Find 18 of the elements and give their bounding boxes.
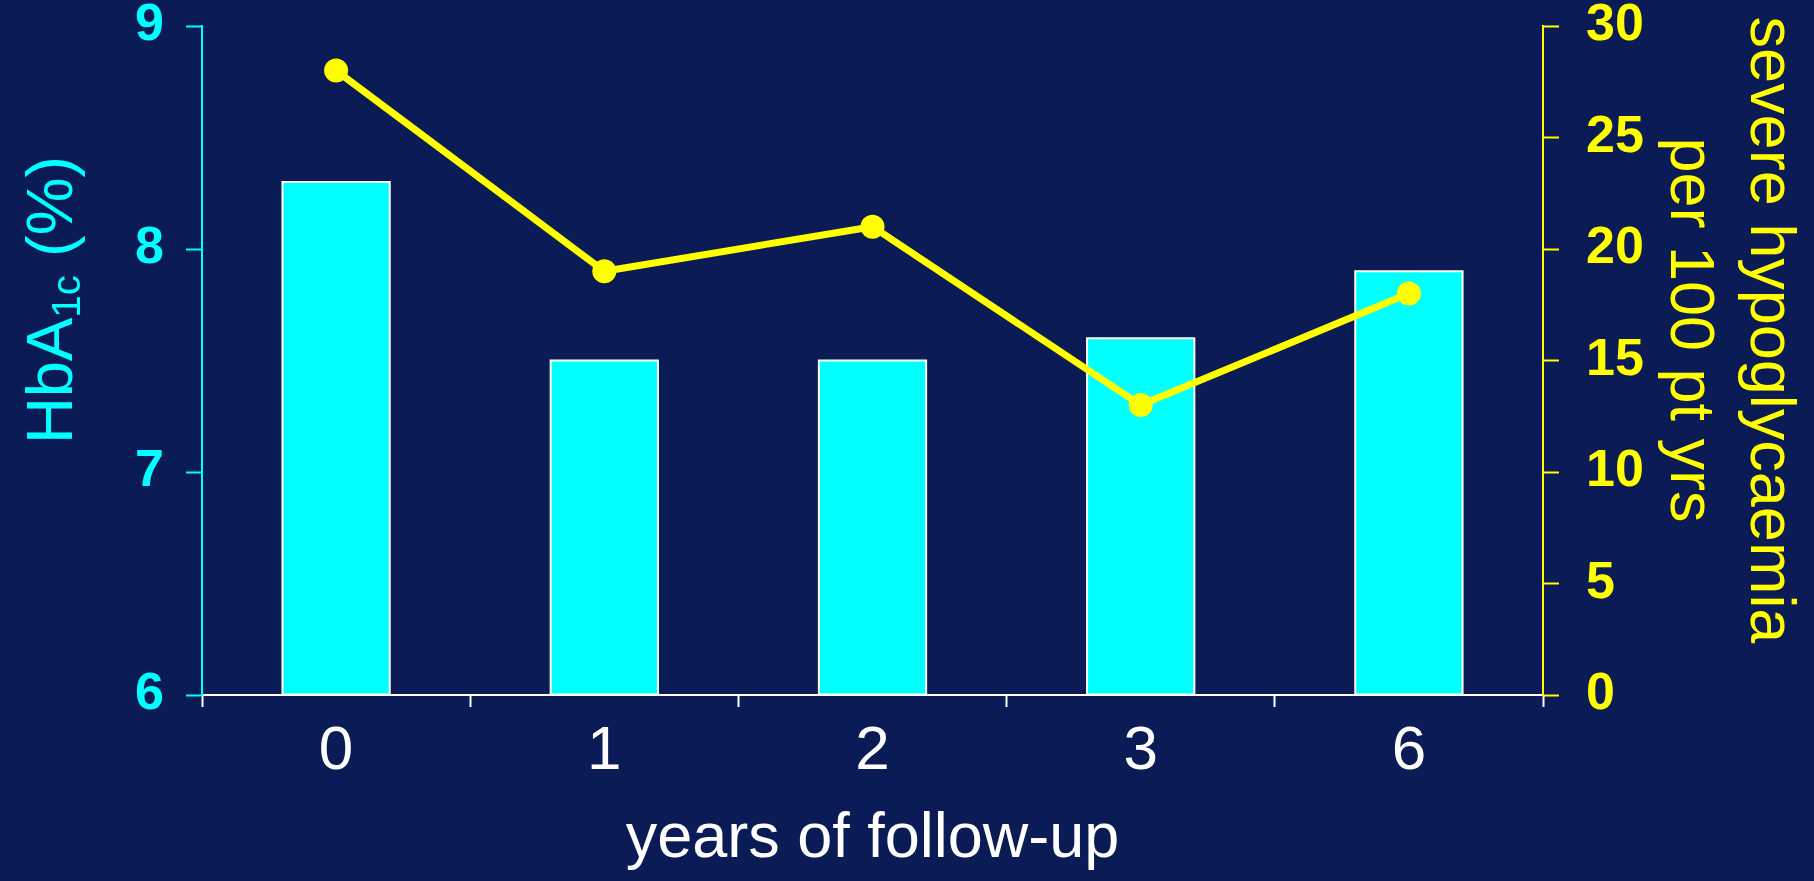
y-tick-label: 8 bbox=[135, 216, 164, 275]
x-tick-label: 3 bbox=[1123, 713, 1158, 783]
y2-tick-label: 5 bbox=[1586, 550, 1615, 609]
x-tick-label: 2 bbox=[855, 713, 890, 783]
y2-axis-title: severe hypoglycaemia per 100 pt yrs bbox=[1657, 15, 1809, 646]
y2-tick-label: 30 bbox=[1586, 0, 1644, 52]
y-tick-label: 9 bbox=[135, 0, 164, 52]
y-tick-label: 7 bbox=[135, 439, 164, 498]
y2-tick-label: 20 bbox=[1586, 216, 1644, 275]
y2-tick-label: 10 bbox=[1586, 439, 1644, 498]
x-tick-label: 6 bbox=[1391, 713, 1427, 783]
x-tick-label: 1 bbox=[587, 713, 622, 783]
x-tick-label: 0 bbox=[318, 713, 354, 783]
y2-tick-label: 15 bbox=[1586, 327, 1644, 386]
y2-tick-label: 0 bbox=[1586, 662, 1615, 721]
y-tick-label: 6 bbox=[135, 662, 164, 721]
x-axis-title: years of follow-up bbox=[625, 799, 1120, 870]
y2-tick-label: 25 bbox=[1586, 104, 1644, 163]
